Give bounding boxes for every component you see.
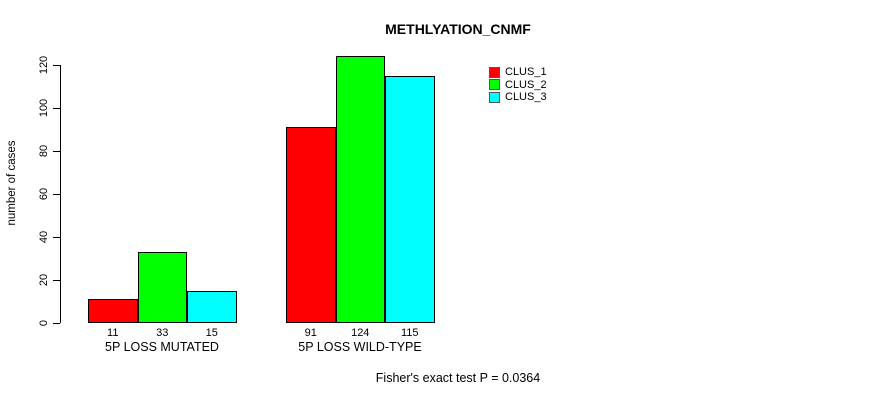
legend-label: CLUS_2 [505, 78, 547, 91]
y-axis-tick-label: 120 [38, 55, 50, 75]
legend: CLUS_1 CLUS_2 CLUS_3 [489, 66, 629, 104]
legend-item: CLUS_3 [489, 91, 629, 104]
legend-item: CLUS_2 [489, 79, 629, 92]
y-axis-tick-label: 0 [38, 319, 50, 327]
legend-item: CLUS_1 [489, 66, 629, 79]
bar-value-label: 91 [304, 327, 317, 339]
legend-label: CLUS_3 [505, 91, 547, 104]
bar-value-label: 15 [205, 327, 218, 339]
y-axis-tick [53, 323, 60, 324]
y-axis-tick-label: 80 [38, 144, 50, 158]
legend-swatch-icon [489, 79, 500, 91]
y-axis-tick [53, 237, 60, 238]
bar-clus_3-group2 [385, 75, 435, 323]
y-axis-tick-label: 60 [38, 187, 50, 201]
x-category-label: 5P LOSS WILD-TYPE [298, 340, 422, 354]
y-axis-tick-label: 20 [38, 273, 50, 287]
y-axis-tick-label: 40 [38, 230, 50, 244]
bar-value-label: 115 [400, 327, 419, 339]
bar-value-label: 124 [351, 327, 370, 339]
y-axis-tick [53, 108, 60, 109]
bar-clus_1-group1 [88, 299, 138, 323]
y-axis-tick [53, 65, 60, 66]
legend-swatch-icon [489, 66, 500, 78]
legend-label: CLUS_1 [505, 66, 547, 79]
bar-clus_3-group1 [187, 290, 237, 323]
bar-clus_2-group1 [137, 252, 187, 323]
bar-clus_2-group2 [335, 56, 385, 323]
y-axis-title: number of cases [6, 140, 18, 226]
fisher-test-annotation: Fisher's exact test P = 0.0364 [375, 371, 541, 385]
bar-clus_1-group2 [286, 127, 336, 323]
y-axis-tick [53, 194, 60, 195]
y-axis-line [60, 65, 61, 323]
bar-value-label: 33 [156, 327, 169, 339]
legend-swatch-icon [489, 91, 500, 103]
x-category-label: 5P LOSS MUTATED [105, 340, 219, 354]
y-axis-tick [53, 151, 60, 152]
bar-value-label: 11 [107, 327, 119, 339]
y-axis-tick-label: 100 [38, 98, 50, 118]
y-axis-tick [53, 280, 60, 281]
chart-title: METHLYATION_CNMF [385, 21, 531, 37]
